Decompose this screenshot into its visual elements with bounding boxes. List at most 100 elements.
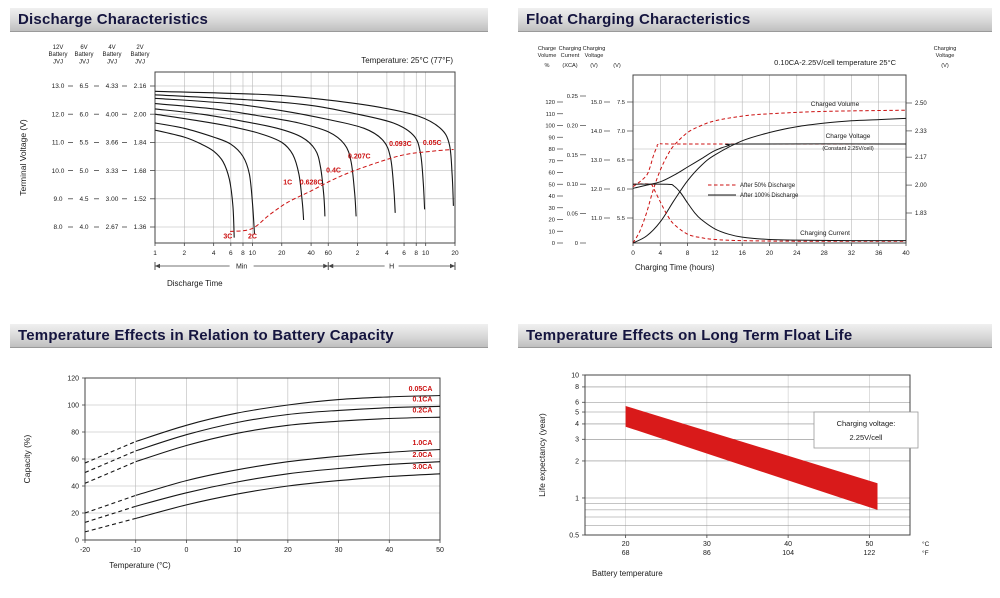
- x-tick-label: 0: [631, 250, 635, 257]
- annotation-box: [813, 411, 919, 449]
- y-tick-label: 8.0: [53, 224, 62, 231]
- y-tick-label: 6.0: [79, 111, 88, 118]
- x-tick-label-celsius: 50: [865, 541, 873, 548]
- right-axis-header: Voltage: [936, 53, 955, 59]
- y-tick-label: 70: [549, 159, 555, 165]
- y-tick-label: 120: [545, 100, 555, 106]
- section-float-charging: Float Charging Characteristics Charge Vol…: [518, 8, 992, 320]
- y-tick-label: 10: [549, 229, 555, 235]
- y-tick-label: 1.52: [134, 196, 147, 203]
- y-tick-label: 3.66: [106, 140, 119, 147]
- x-tick-label: 50: [436, 547, 444, 554]
- grid: [84, 377, 441, 541]
- x-tick-label: 20: [451, 250, 459, 257]
- y-tick-label: 6.5: [79, 83, 88, 90]
- y-axis-label: Capacity (%): [22, 435, 32, 484]
- x-tick-label: 20: [278, 250, 286, 257]
- plot-frame: [584, 374, 911, 536]
- y-tick-label: 0: [552, 241, 555, 247]
- series-label-0.628C: 0.628C: [300, 180, 323, 187]
- series-label-1C: 1C: [283, 180, 292, 187]
- y-tick-label: 4: [575, 421, 579, 428]
- y-tick-label: 2.00: [134, 111, 147, 118]
- series-1.0CA-cold-dashed: [84, 494, 136, 514]
- y-axis-header: Battery: [74, 52, 93, 58]
- minutes-unit-label: Min: [236, 264, 247, 271]
- x-tick-label: 6: [402, 250, 406, 257]
- y-axis-header: 6V: [80, 45, 87, 51]
- min-label-bg: [229, 260, 254, 272]
- x-tick-label: 28: [820, 250, 828, 257]
- legend-label: After 100% Discharge: [740, 193, 799, 199]
- series-0.4C: [154, 103, 357, 217]
- fahrenheit-unit-label: °F: [922, 549, 929, 557]
- y-tick-label: 20: [71, 510, 79, 517]
- y-tick-label: 6: [575, 400, 579, 407]
- axis-header: Voltage: [585, 53, 604, 59]
- y-tick-label: 15.0: [591, 100, 602, 106]
- section-discharge: Discharge Characteristics 12V Battery JVJ 1…: [10, 8, 488, 320]
- legend-label: After 50% Discharge: [740, 183, 796, 189]
- x-tick-label: 40: [307, 250, 315, 257]
- x-tick-label: 16: [739, 250, 747, 257]
- series-label-0.4C: 0.4C: [326, 167, 341, 174]
- arrowhead: [323, 263, 329, 269]
- curve-label: Charging Current: [800, 230, 850, 237]
- y-tick-label: 3.33: [106, 168, 119, 175]
- y-tick-label: 4.00: [106, 111, 119, 118]
- x-tick-label: 12: [711, 250, 719, 257]
- y-axis-header: 2V: [136, 45, 143, 51]
- y-tick-label: 3.00: [106, 196, 119, 203]
- y-axis-header: Battery: [102, 52, 121, 58]
- axis-unit: (XCA): [562, 63, 577, 69]
- x-tick-label-fahrenheit: 86: [703, 550, 711, 557]
- x-tick-label: 30: [335, 547, 343, 554]
- y-tick-label: 1.84: [134, 140, 147, 147]
- series-0.2CA-cold-dashed: [84, 461, 136, 484]
- y-tick-label: 5.5: [79, 140, 88, 147]
- series-0.05C: [154, 90, 454, 206]
- y-tick-label: 0: [75, 537, 79, 544]
- axis-unit: %: [545, 63, 550, 69]
- float-life-title: Temperature Effects on Long Term Float L…: [526, 327, 853, 344]
- y-tick-label: 2: [575, 458, 579, 465]
- x-axis-label: Discharge Time: [167, 279, 223, 288]
- series-label-0.093C: 0.093C: [389, 141, 412, 148]
- y-tick-label: 0.10: [567, 182, 578, 188]
- discharge-title: Discharge Characteristics: [18, 11, 209, 28]
- y-tick-label: 100: [545, 124, 555, 130]
- y-axis-header: JVJ: [107, 59, 117, 65]
- y-tick-label: 1: [575, 495, 579, 502]
- x-tick-label: 10: [233, 547, 241, 554]
- series-2.0CA-cold-dashed: [84, 505, 136, 523]
- series-3.0CA-cold-dashed: [84, 517, 136, 533]
- axis-header: Volume: [538, 53, 557, 59]
- y-tick-label: 7.5: [617, 100, 625, 106]
- series-0.2CA: [135, 416, 441, 463]
- y-axis-header: Battery: [48, 52, 67, 58]
- float-life-chart: 1086543210.5206830864010450122°C°FChargi…: [537, 372, 930, 578]
- y-tick-label: 40: [71, 483, 79, 490]
- hours-unit-label: H: [389, 264, 394, 271]
- float-charging-title-bar: Float Charging Characteristics: [518, 8, 992, 32]
- x-tick-label: 8: [414, 250, 418, 257]
- y-axis-header: 12V: [53, 45, 64, 51]
- right-tick-label: 2.50: [915, 101, 927, 107]
- y-axis-header: 4V: [108, 45, 115, 51]
- y-tick-label: 0: [575, 241, 578, 247]
- y-tick-label: 2.16: [134, 83, 147, 90]
- arrowhead: [328, 263, 334, 269]
- y-tick-label: 1.36: [134, 224, 147, 231]
- y-tick-label: 5: [575, 409, 579, 416]
- series-label-0.1CA: 0.1CA: [413, 397, 433, 404]
- temp-capacity-chart: 0 20 40 60 80 100 120 -20 -10 0 10 20 30 40 50 Capacity…: [22, 375, 444, 570]
- x-tick-label: 36: [875, 250, 883, 257]
- x-tick-label: 10: [249, 250, 257, 257]
- x-axis-label: Temperature (°C): [109, 561, 171, 570]
- x-tick-label-fahrenheit: 104: [782, 550, 794, 557]
- x-tick-label: 32: [848, 250, 856, 257]
- float-charging-title: Float Charging Characteristics: [526, 11, 751, 28]
- charging-voltage-annotation-line2: 2.25V/cell: [850, 433, 883, 442]
- temp-capacity-title-bar: Temperature Effects in Relation to Batte…: [10, 324, 488, 348]
- y-axis-header: Battery: [130, 52, 149, 58]
